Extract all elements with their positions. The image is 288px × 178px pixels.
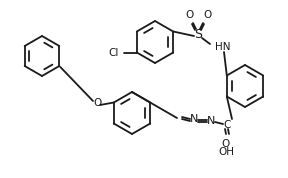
Text: OH: OH: [218, 147, 234, 157]
Text: N: N: [190, 114, 198, 124]
Text: S: S: [194, 27, 202, 41]
Text: O: O: [185, 10, 193, 20]
Text: O: O: [221, 139, 229, 149]
Text: Cl: Cl: [109, 48, 119, 57]
Text: HN: HN: [215, 42, 230, 52]
Text: N: N: [207, 116, 215, 126]
Text: C: C: [223, 120, 231, 130]
Text: O: O: [203, 10, 211, 20]
Text: O: O: [93, 98, 101, 108]
